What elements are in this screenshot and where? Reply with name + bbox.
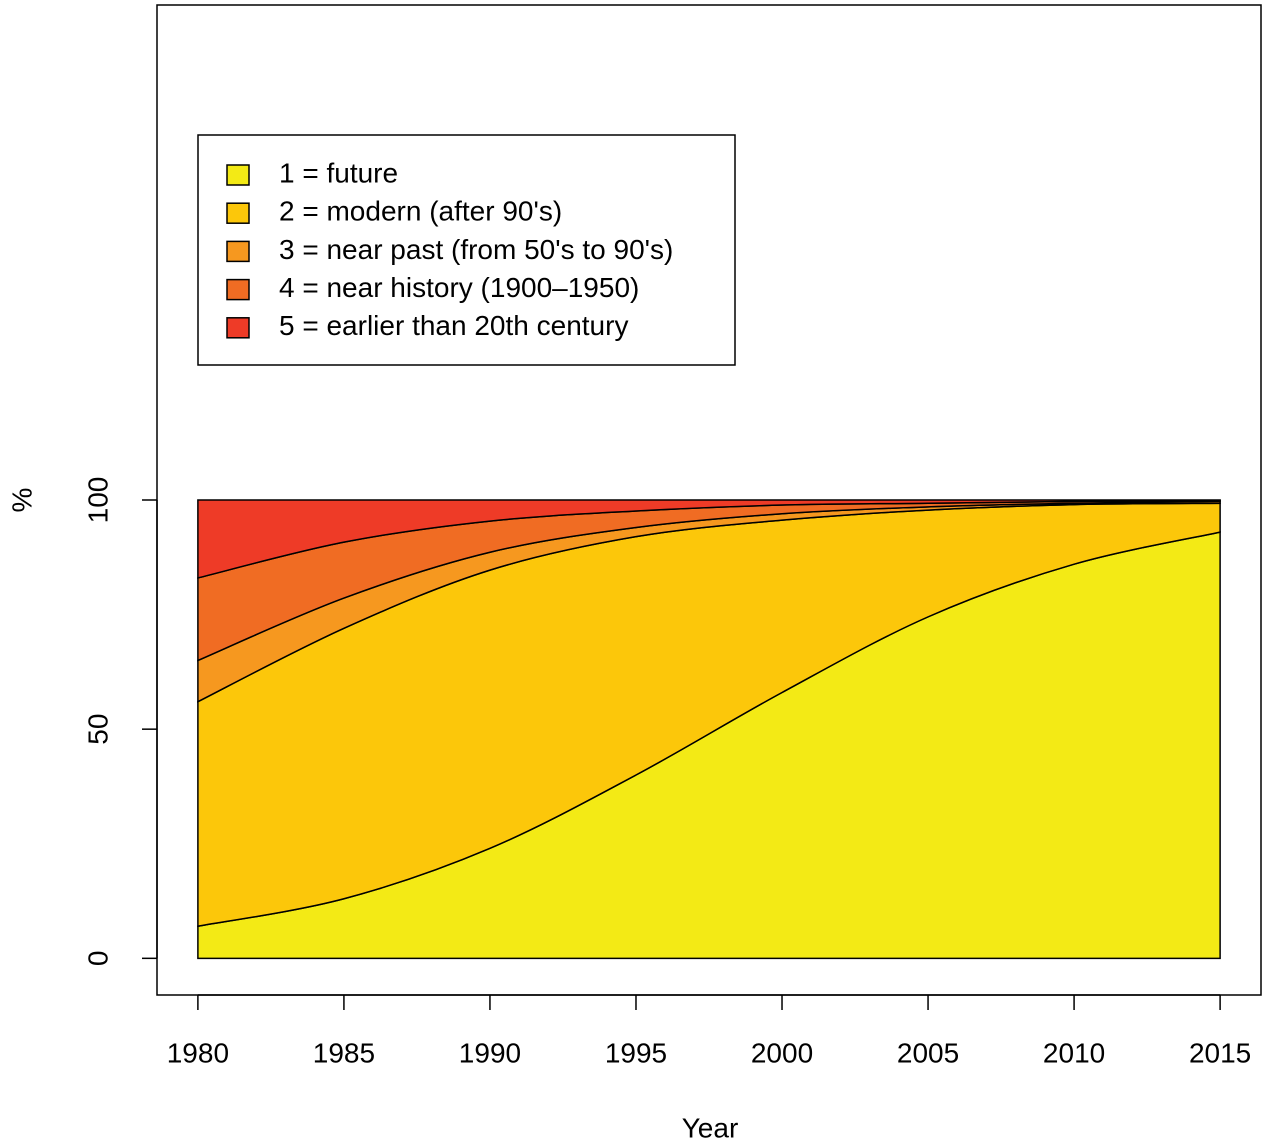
y-tick-label: 100 — [82, 477, 113, 524]
y-axis-label: % — [6, 488, 37, 513]
y-tick-label: 0 — [82, 951, 113, 967]
x-tick-label: 2015 — [1189, 1037, 1251, 1068]
legend-label: 5 = earlier than 20th century — [279, 310, 628, 341]
x-axis-label: Year — [682, 1112, 739, 1143]
x-tick-label: 1980 — [167, 1037, 229, 1068]
x-tick-label: 1985 — [313, 1037, 375, 1068]
x-tick-label: 2005 — [897, 1037, 959, 1068]
legend-swatch — [226, 240, 250, 263]
area — [197, 499, 1221, 579]
legend-label: 4 = near history (1900–1950) — [279, 272, 639, 303]
x-tick-label: 1995 — [605, 1037, 667, 1068]
legend-swatch — [226, 317, 250, 339]
legend-swatch — [226, 202, 250, 224]
x-tick-label: 2000 — [751, 1037, 813, 1068]
y-tick-label: 50 — [82, 714, 113, 745]
legend-swatch — [226, 164, 250, 186]
legend-label: 3 = near past (from 50's to 90's) — [279, 234, 673, 265]
legend-box — [197, 134, 736, 366]
x-tick-label: 2010 — [1043, 1037, 1105, 1068]
legend-label: 1 = future — [279, 157, 398, 188]
legend-swatch — [226, 278, 250, 301]
x-tick-label: 1990 — [459, 1037, 521, 1068]
legend-label: 2 = modern (after 90's) — [279, 196, 562, 227]
